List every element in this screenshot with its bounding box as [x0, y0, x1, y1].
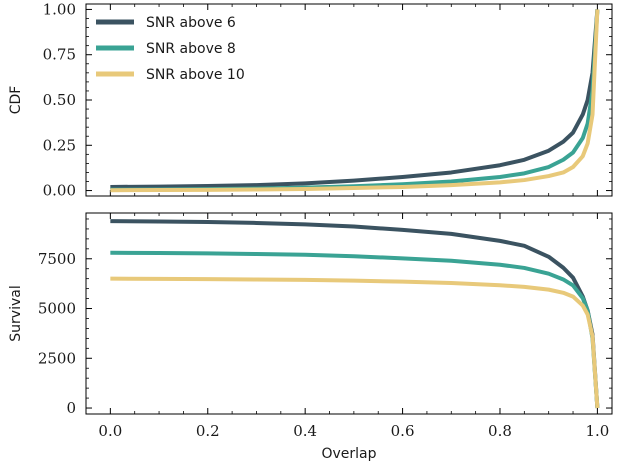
- y-axis-title: CDF: [8, 86, 24, 115]
- plot-frame: [85, 212, 613, 415]
- series-line-snr-above-10: [110, 276, 600, 409]
- survival-panel: 0.0 0.2 0.4 0.6 0.8 1.0 0 2500 5000 7500 Survival O…: [8, 212, 613, 462]
- x-tick-label: 0.8: [488, 422, 512, 440]
- cdf-panel: 0.00 0.25 0.50 0.75 1.00 CDF: [8, 0, 613, 200]
- legend-label-snr-above-6: SNR above 6: [146, 15, 236, 31]
- x-axis-title: Overlap: [321, 446, 376, 462]
- y-tick-label: 1.00: [43, 0, 76, 18]
- y-tick-label: 7500: [38, 250, 76, 268]
- y-tick-label: 0.50: [43, 91, 76, 109]
- y-tick-label: 0.00: [43, 182, 76, 200]
- series-line-snr-above-10: [110, 9, 600, 193]
- x-tick-label: 0.2: [196, 422, 220, 440]
- y-tick-label: 0.75: [43, 46, 76, 64]
- x-tick-label: 0.0: [98, 422, 122, 440]
- legend-label-snr-above-10: SNR above 10: [146, 67, 245, 83]
- y-tick-label: 0: [66, 399, 76, 417]
- y-tick-label: 0.25: [43, 136, 76, 154]
- y-tick-label: 2500: [38, 349, 76, 367]
- series-line-snr-above-6: [110, 9, 600, 189]
- series-line-snr-above-8: [110, 9, 600, 192]
- x-tick-label: 0.6: [391, 422, 415, 440]
- series-line-snr-above-6: [110, 219, 600, 409]
- x-tick-label: 1.0: [585, 422, 609, 440]
- y-tick-label: 5000: [38, 300, 76, 318]
- series-line-snr-above-8: [110, 250, 600, 409]
- legend: SNR above 6 SNR above 8 SNR above 10: [96, 15, 245, 83]
- y-axis-title: Survival: [8, 285, 24, 341]
- x-tick-label: 0.4: [293, 422, 317, 440]
- plot-frame: [85, 3, 613, 197]
- legend-label-snr-above-8: SNR above 8: [146, 41, 236, 57]
